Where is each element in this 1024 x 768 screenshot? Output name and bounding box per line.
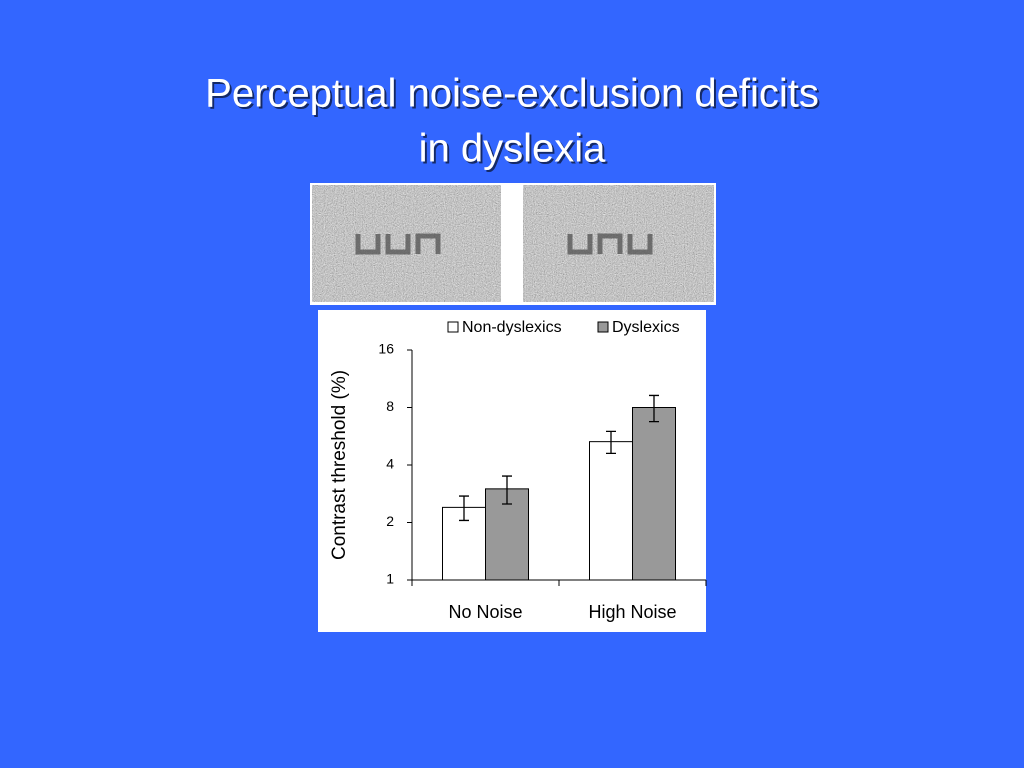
y-tick-label: 1 — [386, 571, 394, 587]
error-bar — [649, 394, 659, 423]
error-bar — [606, 430, 616, 455]
legend-label: Non-dyslexics — [462, 319, 562, 336]
y-tick-label: 8 — [386, 398, 394, 414]
x-tick-label: High Noise — [588, 602, 676, 622]
y-axis-label: Contrast threshold (%) — [329, 370, 350, 560]
legend-label: Dyslexics — [612, 319, 680, 336]
slide-title: Perceptual noise-exclusion deficits — [205, 72, 819, 116]
legend-swatch — [447, 321, 459, 333]
y-tick-label: 16 — [378, 341, 394, 357]
y-tick-label: 2 — [386, 513, 394, 529]
bar — [632, 407, 676, 581]
error-bar — [502, 475, 512, 505]
error-bar — [459, 495, 469, 522]
x-tick-label: No Noise — [448, 602, 522, 622]
legend-swatch — [597, 321, 609, 333]
slide-title: in dyslexia — [419, 127, 607, 171]
bar — [589, 441, 633, 581]
y-tick-label: 4 — [386, 456, 394, 472]
stimulus-images — [310, 183, 716, 305]
